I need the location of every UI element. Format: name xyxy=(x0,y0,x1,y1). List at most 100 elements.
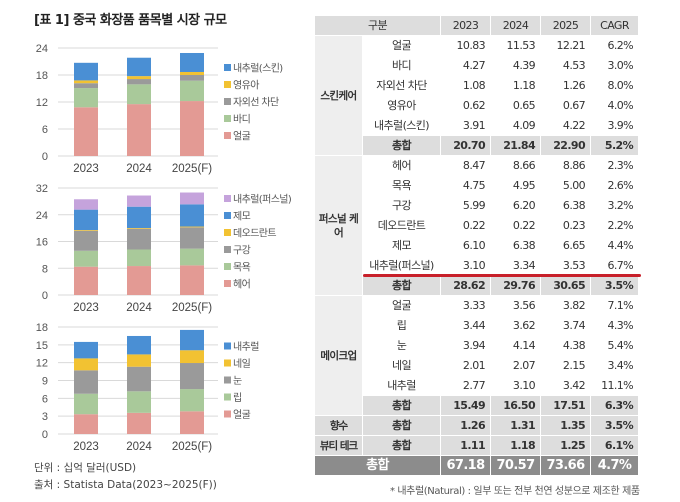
table-row: 데오드란트 0.22 0.22 0.23 2.2% xyxy=(315,215,640,236)
table-cell: 8.0% xyxy=(590,75,640,96)
legend-label: 제모 xyxy=(233,211,251,223)
table-cell: 얼굴 xyxy=(361,35,442,56)
bar-segment xyxy=(127,57,151,77)
header-cell: 2023 xyxy=(440,15,492,36)
table-row: 내추럴(퍼스널) 3.10 3.34 3.53 6.7% xyxy=(315,255,640,276)
subtotal-row: 뷰티 테크 총합 1.11 1.18 1.25 6.1% xyxy=(314,435,640,456)
header-cell: CAGR xyxy=(590,15,640,36)
table-cell: 헤어 xyxy=(361,155,442,176)
table-cell: 제모 xyxy=(361,235,442,256)
table-row: 내추럴 2.77 3.10 3.42 11.1% xyxy=(315,375,640,396)
header-cell: 2025 xyxy=(540,15,592,36)
bar-segment xyxy=(74,230,98,251)
table-cell: 6.2% xyxy=(590,35,640,56)
bar-segment xyxy=(74,88,98,108)
bar-segment xyxy=(180,204,204,227)
group-label: 스킨케어 xyxy=(314,35,363,156)
table-cell: 2.01 xyxy=(440,355,492,376)
market-size-table: 구분 2023 2024 2025 CAGR 스킨케어 얼굴 10.83 11.53 12.21 6… xyxy=(313,15,640,476)
table-cell: 8.66 xyxy=(490,155,542,176)
table-cell: 6.10 xyxy=(440,235,492,256)
y-tick-label: 9 xyxy=(42,376,48,388)
y-tick-label: 24 xyxy=(36,43,48,55)
table-cell: 30.65 xyxy=(540,275,592,296)
table-cell: 3.74 xyxy=(540,315,592,336)
y-tick-label: 0 xyxy=(42,151,48,163)
bar-segment xyxy=(74,80,98,84)
table-cell: 총합 xyxy=(361,275,442,296)
table-cell: 영유아 xyxy=(361,95,442,116)
bar-segment xyxy=(74,414,98,434)
table-cell: 3.4% xyxy=(590,355,640,376)
y-tick-label: 0 xyxy=(42,290,48,302)
legend-swatch xyxy=(224,81,231,88)
bar-segment xyxy=(74,62,98,81)
table-cell: 0.22 xyxy=(440,215,492,236)
bar-segment xyxy=(180,411,204,434)
table-row: 스킨케어 얼굴 10.83 11.53 12.21 6.2% xyxy=(314,35,640,156)
table-cell: 립 xyxy=(361,315,442,336)
table-cell: 8.86 xyxy=(540,155,592,176)
bar-segment xyxy=(180,350,204,364)
table-cell: 3.5% xyxy=(590,275,640,296)
bar-segment xyxy=(74,230,98,231)
table-cell: 22.90 xyxy=(540,135,592,156)
table-cell: 구강 xyxy=(361,195,442,216)
bar-segment xyxy=(127,84,151,105)
table-cell: 4.22 xyxy=(540,115,592,136)
table-cell: 29.76 xyxy=(490,275,542,296)
table-cell: 네일 xyxy=(361,355,442,376)
bar-segment xyxy=(127,266,151,295)
bar-segment xyxy=(74,358,98,371)
table-cell: 10.83 xyxy=(440,35,492,56)
table-row: 립 3.44 3.62 3.74 4.3% xyxy=(315,315,640,336)
bar-segment xyxy=(74,107,98,156)
legend-swatch xyxy=(224,115,231,122)
bar-segment xyxy=(180,389,204,412)
table-cell: 4.7% xyxy=(590,455,640,476)
table-cell: 5.99 xyxy=(440,195,492,216)
table-cell: 2.77 xyxy=(440,375,492,396)
legend-swatch xyxy=(224,410,231,418)
table-cell: 내추럴 xyxy=(361,375,442,396)
table-cell: 2.07 xyxy=(490,355,542,376)
bar-segment xyxy=(180,101,204,156)
table-cell: 28.62 xyxy=(440,275,492,296)
table-cell: 11.53 xyxy=(490,35,542,56)
table-row: 네일 2.01 2.07 2.15 3.4% xyxy=(315,355,640,376)
group-label: 퍼스널 케어 xyxy=(314,155,363,296)
subtotal-row: 총합 20.70 21.84 22.90 5.2% xyxy=(315,135,640,156)
y-tick-label: 6 xyxy=(42,124,48,136)
bar-segment xyxy=(180,363,204,390)
table-cell: 1.31 xyxy=(490,415,542,436)
legend-label: 영유아 xyxy=(233,80,259,92)
bar-segment xyxy=(74,83,98,89)
table-cell: 자외선 차단 xyxy=(361,75,442,96)
table-cell: 7.1% xyxy=(590,295,640,316)
legend-swatch xyxy=(224,246,231,253)
y-tick-label: 24 xyxy=(36,210,48,222)
table-cell: 1.18 xyxy=(490,435,542,456)
table-cell: 총합 xyxy=(313,455,442,476)
legend-swatch xyxy=(224,359,231,367)
legend-swatch xyxy=(224,195,231,202)
x-tick-label: 2023 xyxy=(73,441,99,453)
makeup-chart: 0 3 6 9 12 15 18 2023 2024 2025(F) 얼굴 립눈 네일 내추럴 xyxy=(36,322,260,453)
table-cell: 3.10 xyxy=(490,375,542,396)
legend-label: 데오드란트 xyxy=(233,228,276,240)
x-tick-label: 2025(F) xyxy=(172,441,212,453)
table-cell: 2.6% xyxy=(590,175,640,196)
subtotal-row: 향수 총합 1.26 1.31 1.35 3.5% xyxy=(314,415,640,436)
table-cell: 4.3% xyxy=(590,315,640,336)
table-cell: 0.62 xyxy=(440,95,492,116)
table-cell: 총합 xyxy=(361,395,442,416)
bar-segment xyxy=(180,226,204,228)
bar-segment xyxy=(127,79,151,85)
unit-label: 단위 : 십억 달러(USD) xyxy=(34,462,137,474)
table-row: 목욕 4.75 4.95 5.00 2.6% xyxy=(315,175,640,196)
bar-segment xyxy=(127,412,151,434)
table-cell: 1.08 xyxy=(440,75,492,96)
bar-segment xyxy=(180,192,204,205)
table-cell: 5.2% xyxy=(590,135,640,156)
